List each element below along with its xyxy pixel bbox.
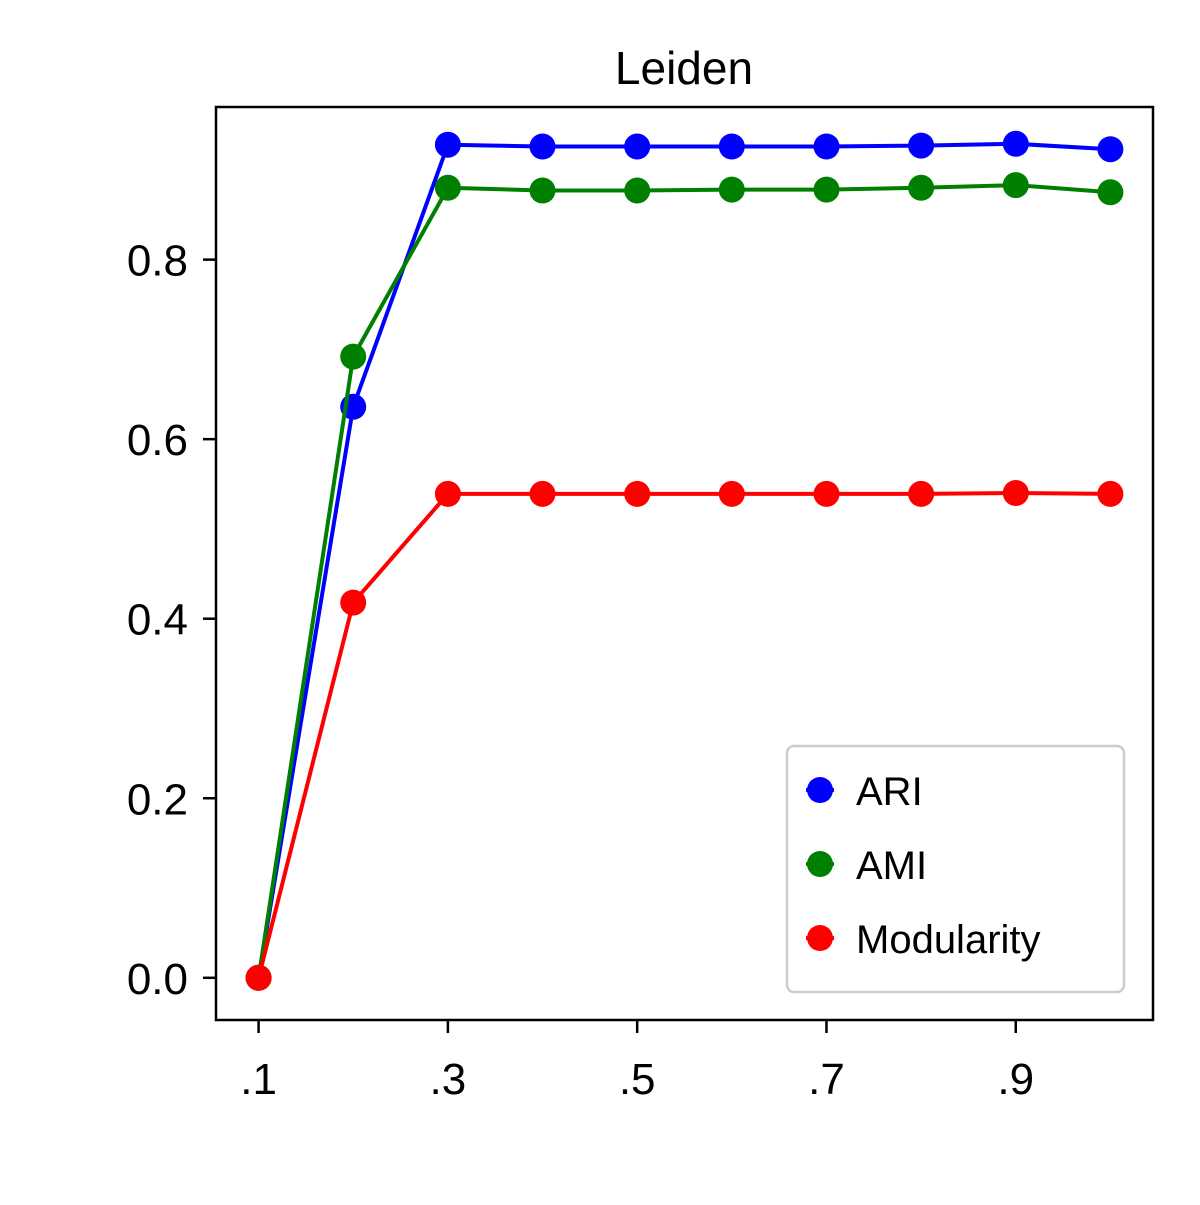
plot-frame xyxy=(214,105,1155,1022)
y-tick-label: 0.4 xyxy=(127,596,188,645)
data-point-modularity xyxy=(529,480,556,507)
y-axis: 0.0 0.2 0.4 0.6 0.8 xyxy=(127,237,216,1004)
x-tick-label: .7 xyxy=(808,1055,845,1104)
data-point-modularity xyxy=(813,480,840,507)
data-point-modularity xyxy=(624,480,651,507)
y-tick-label: 0.0 xyxy=(127,955,188,1004)
data-point-ari xyxy=(1097,136,1124,163)
data-point-ami xyxy=(813,176,840,203)
data-point-modularity xyxy=(434,480,461,507)
data-point-modularity xyxy=(908,480,935,507)
data-point-ami xyxy=(1097,179,1124,206)
data-point-modularity xyxy=(245,964,272,991)
y-tick-label: 0.8 xyxy=(127,237,188,286)
legend-label-ari: ARI xyxy=(856,770,923,814)
x-tick-label: .1 xyxy=(240,1055,277,1104)
legend: ARI AMI Modularity xyxy=(785,744,1126,994)
data-point-ari xyxy=(813,133,840,160)
data-point-ari xyxy=(624,133,651,160)
x-tick-label: .5 xyxy=(619,1055,656,1104)
legend-label-modularity: Modularity xyxy=(856,918,1041,962)
series-line-modularity xyxy=(256,491,1111,979)
legend-box xyxy=(785,744,1126,994)
data-point-ami xyxy=(624,177,651,204)
data-point-ari xyxy=(1002,130,1029,157)
series-layer xyxy=(245,130,1124,991)
series-line-ami xyxy=(256,183,1111,979)
data-point-ami xyxy=(718,176,745,203)
data-point-ami xyxy=(908,174,935,201)
data-point-ami xyxy=(434,174,461,201)
chart-title: Leiden xyxy=(615,42,753,94)
y-tick-label: 0.6 xyxy=(127,416,188,465)
x-tick-label: .3 xyxy=(430,1055,467,1104)
legend-marker-modularity xyxy=(807,925,833,951)
legend-marker-ami xyxy=(807,851,833,877)
data-point-ari xyxy=(718,133,745,160)
data-point-modularity xyxy=(718,480,745,507)
data-point-modularity xyxy=(340,589,367,616)
data-point-ami xyxy=(1002,172,1029,199)
x-tick-label: .9 xyxy=(997,1055,1034,1104)
data-point-modularity xyxy=(1097,480,1124,507)
data-point-ari xyxy=(434,131,461,158)
legend-label-ami: AMI xyxy=(856,844,927,888)
data-point-ari xyxy=(908,132,935,159)
data-point-ari xyxy=(529,133,556,160)
data-point-ami xyxy=(340,343,367,370)
data-point-ami xyxy=(529,177,556,204)
y-tick-label: 0.2 xyxy=(127,775,188,824)
data-point-modularity xyxy=(1002,480,1029,506)
x-axis: .1 .3 .5 .7 .9 xyxy=(240,1020,1034,1104)
legend-marker-ari xyxy=(807,777,833,803)
